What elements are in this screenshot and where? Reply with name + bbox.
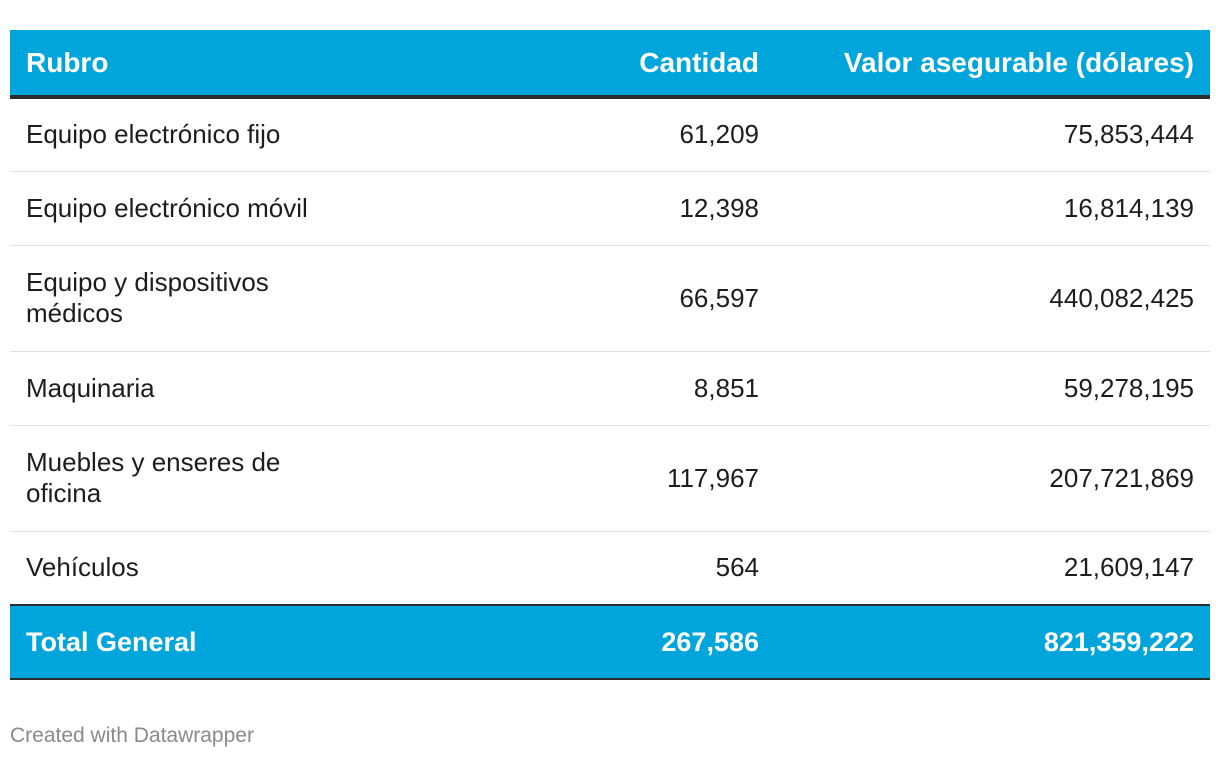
cell-valor: 440,082,425: [775, 245, 1210, 352]
cell-cantidad: 66,597: [450, 245, 775, 352]
cell-cantidad: 12,398: [450, 171, 775, 246]
total-row: Total General 267,586 821,359,222: [10, 605, 1210, 680]
column-header-valor[interactable]: Valor asegurable (dólares): [775, 30, 1210, 99]
cell-valor: 16,814,139: [775, 171, 1210, 246]
total-label: Total General: [10, 605, 450, 680]
total-valor: 821,359,222: [775, 605, 1210, 680]
table-body: Equipo electrónico fijo 61,209 75,853,44…: [10, 97, 1210, 606]
cell-rubro: Equipo electrónico móvil: [10, 171, 450, 246]
cell-rubro: Vehículos: [10, 531, 450, 606]
table-row: Equipo electrónico fijo 61,209 75,853,44…: [10, 97, 1210, 172]
cell-cantidad: 8,851: [450, 351, 775, 426]
table-row: Muebles y enseres de oficina 117,967 207…: [10, 425, 1210, 532]
table-row: Maquinaria 8,851 59,278,195: [10, 351, 1210, 426]
cell-cantidad: 564: [450, 531, 775, 606]
cell-valor: 75,853,444: [775, 97, 1210, 172]
cell-rubro: Equipo y dispositivos médicos: [10, 245, 450, 352]
table-footer: Total General 267,586 821,359,222: [10, 605, 1210, 680]
cell-cantidad: 61,209: [450, 97, 775, 172]
cell-rubro: Muebles y enseres de oficina: [10, 425, 450, 532]
cell-rubro: Maquinaria: [10, 351, 450, 426]
table-row: Equipo y dispositivos médicos 66,597 440…: [10, 245, 1210, 352]
cell-rubro-text: Equipo electrónico fijo: [26, 119, 281, 150]
cell-rubro-text: Vehículos: [26, 552, 139, 583]
cell-valor: 59,278,195: [775, 351, 1210, 426]
cell-rubro-text: Maquinaria: [26, 372, 155, 403]
datawrapper-credit[interactable]: Created with Datawrapper: [10, 724, 254, 747]
cell-rubro-text: Equipo y dispositivos médicos: [26, 267, 269, 328]
cell-rubro-text: Equipo electrónico móvil: [26, 192, 308, 223]
cell-valor: 207,721,869: [775, 425, 1210, 532]
cell-rubro: Equipo electrónico fijo: [10, 97, 450, 172]
table-header: Rubro Cantidad Valor asegurable (dólares…: [10, 30, 1210, 99]
total-cantidad: 267,586: [450, 605, 775, 680]
insurance-table: Rubro Cantidad Valor asegurable (dólares…: [10, 30, 1210, 680]
cell-cantidad: 117,967: [450, 425, 775, 532]
header-row: Rubro Cantidad Valor asegurable (dólares…: [10, 30, 1210, 99]
table-row: Equipo electrónico móvil 12,398 16,814,1…: [10, 171, 1210, 246]
table-row: Vehículos 564 21,609,147: [10, 531, 1210, 606]
cell-valor: 21,609,147: [775, 531, 1210, 606]
cell-rubro-text: Muebles y enseres de oficina: [26, 447, 281, 508]
column-header-rubro[interactable]: Rubro: [10, 30, 450, 99]
data-table-container: Rubro Cantidad Valor asegurable (dólares…: [10, 30, 1210, 680]
column-header-cantidad[interactable]: Cantidad: [450, 30, 775, 99]
